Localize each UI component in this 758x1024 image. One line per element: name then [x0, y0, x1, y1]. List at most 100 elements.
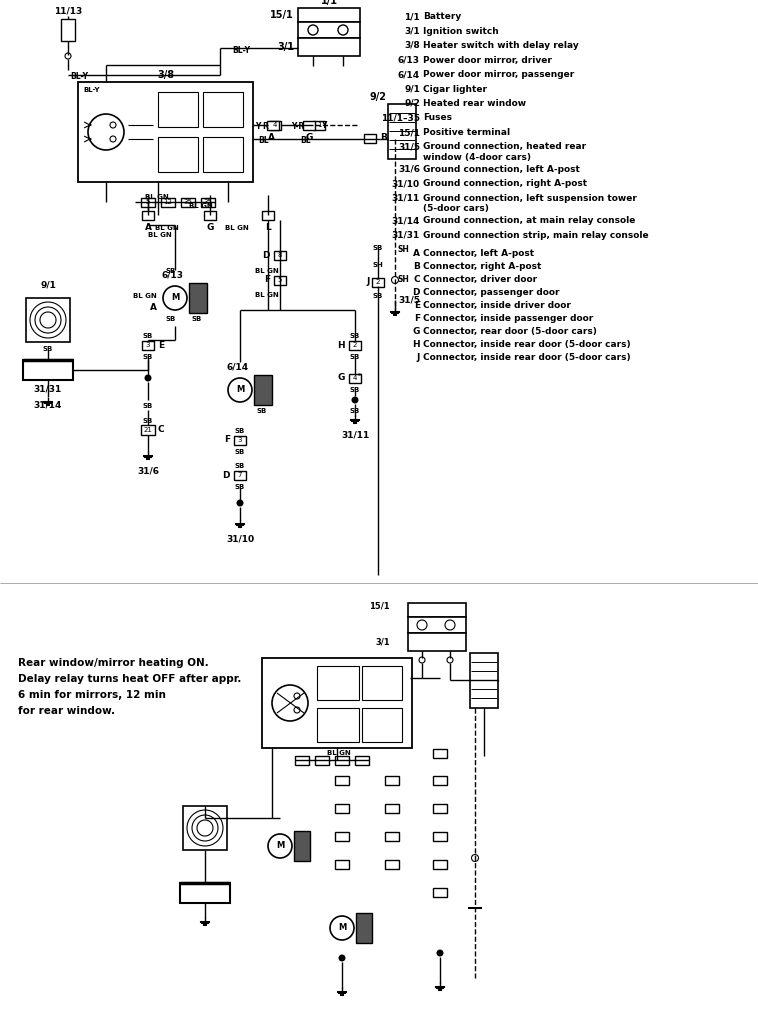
Bar	[313, 121, 325, 129]
Text: Connector, left A-post: Connector, left A-post	[423, 250, 534, 258]
Circle shape	[110, 122, 116, 128]
Bar	[234, 470, 246, 479]
Bar	[362, 708, 402, 742]
Text: Y R: Y R	[255, 122, 269, 131]
Text: SB: SB	[235, 463, 245, 469]
Text: B: B	[380, 132, 387, 141]
Text: 2: 2	[352, 342, 357, 348]
Text: A: A	[413, 250, 420, 258]
Text: 6/13: 6/13	[398, 55, 420, 65]
Bar	[298, 38, 360, 56]
Circle shape	[236, 500, 243, 507]
Bar	[189, 283, 207, 313]
Bar	[262, 658, 412, 748]
Bar	[433, 804, 447, 812]
Text: 3/1: 3/1	[277, 42, 294, 52]
Text: SB: SB	[143, 354, 153, 360]
Circle shape	[437, 949, 443, 956]
Bar	[201, 198, 215, 207]
Text: M: M	[171, 294, 179, 302]
Text: Heated rear window: Heated rear window	[423, 99, 526, 108]
Text: Connector, inside rear door (5-door cars): Connector, inside rear door (5-door cars…	[423, 353, 631, 362]
Text: 15/1: 15/1	[369, 601, 390, 610]
Text: BL GN: BL GN	[255, 268, 279, 274]
Bar	[61, 19, 75, 41]
Circle shape	[294, 693, 300, 699]
Text: 31/31: 31/31	[34, 384, 62, 393]
Text: Y-R: Y-R	[291, 122, 304, 131]
Text: H: H	[337, 341, 345, 349]
Bar	[26, 298, 70, 342]
Text: 31/11: 31/11	[341, 430, 369, 439]
Text: J: J	[367, 278, 370, 287]
Text: SH: SH	[373, 262, 384, 268]
Text: Fuses: Fuses	[423, 114, 452, 123]
Circle shape	[330, 916, 354, 940]
Text: 31/6: 31/6	[137, 466, 159, 475]
Bar	[385, 859, 399, 868]
Text: Connector, inside driver door: Connector, inside driver door	[423, 301, 571, 310]
Text: SB: SB	[373, 293, 383, 299]
Bar	[433, 831, 447, 841]
Bar	[294, 831, 310, 861]
Bar	[433, 888, 447, 896]
Bar	[315, 756, 329, 765]
Bar	[470, 653, 498, 708]
Bar	[183, 806, 227, 850]
Text: G: G	[337, 374, 345, 383]
Circle shape	[339, 954, 346, 962]
Bar	[317, 666, 359, 700]
Circle shape	[471, 854, 478, 861]
Bar	[362, 666, 402, 700]
Bar	[254, 375, 272, 406]
Bar	[317, 708, 359, 742]
Text: Connector, driver door: Connector, driver door	[423, 275, 537, 285]
Bar	[78, 82, 253, 182]
Text: SB: SB	[192, 316, 202, 322]
Text: 9/1: 9/1	[404, 85, 420, 93]
Circle shape	[338, 25, 348, 35]
Text: BL GN: BL GN	[327, 750, 351, 756]
Text: C: C	[158, 426, 164, 434]
Text: 1/1: 1/1	[404, 12, 420, 22]
Text: 4: 4	[273, 122, 277, 128]
Text: SB: SB	[350, 333, 360, 339]
Text: Connector, rear door (5-door cars): Connector, rear door (5-door cars)	[423, 328, 597, 337]
Text: Ground connection, heated rear
window (4-door cars): Ground connection, heated rear window (4…	[423, 142, 586, 162]
Bar	[298, 22, 360, 38]
Bar	[141, 425, 155, 435]
Text: Ignition switch: Ignition switch	[423, 27, 499, 36]
Text: BL GN: BL GN	[225, 225, 249, 231]
Bar	[269, 121, 281, 129]
Text: 31/11: 31/11	[392, 194, 420, 203]
Text: SB: SB	[165, 316, 175, 322]
Text: BL-Y: BL-Y	[83, 87, 99, 93]
Bar	[408, 617, 466, 633]
Text: SB: SB	[143, 418, 153, 424]
Text: A: A	[150, 303, 157, 312]
Bar	[335, 775, 349, 784]
Text: Ground connection, at main relay console: Ground connection, at main relay console	[423, 216, 635, 225]
Text: D: D	[223, 470, 230, 479]
Text: M: M	[338, 924, 346, 933]
Bar	[385, 775, 399, 784]
Text: BL: BL	[258, 136, 268, 145]
Bar	[335, 831, 349, 841]
Bar	[234, 435, 246, 444]
Text: G: G	[305, 133, 313, 142]
Text: BL GN: BL GN	[255, 292, 279, 298]
Text: SB: SB	[143, 333, 153, 339]
Circle shape	[352, 396, 359, 403]
Circle shape	[308, 25, 318, 35]
Text: 3/1: 3/1	[375, 638, 390, 646]
Text: E: E	[414, 301, 420, 310]
Text: Power door mirror, passenger: Power door mirror, passenger	[423, 70, 575, 79]
Text: E: E	[158, 341, 164, 349]
Bar	[408, 603, 466, 617]
Text: 1: 1	[317, 122, 321, 128]
Bar	[203, 92, 243, 127]
Text: BL GN: BL GN	[190, 203, 213, 209]
Text: Positive terminal: Positive terminal	[423, 128, 510, 137]
Text: 35: 35	[204, 199, 212, 205]
Bar	[298, 8, 360, 22]
